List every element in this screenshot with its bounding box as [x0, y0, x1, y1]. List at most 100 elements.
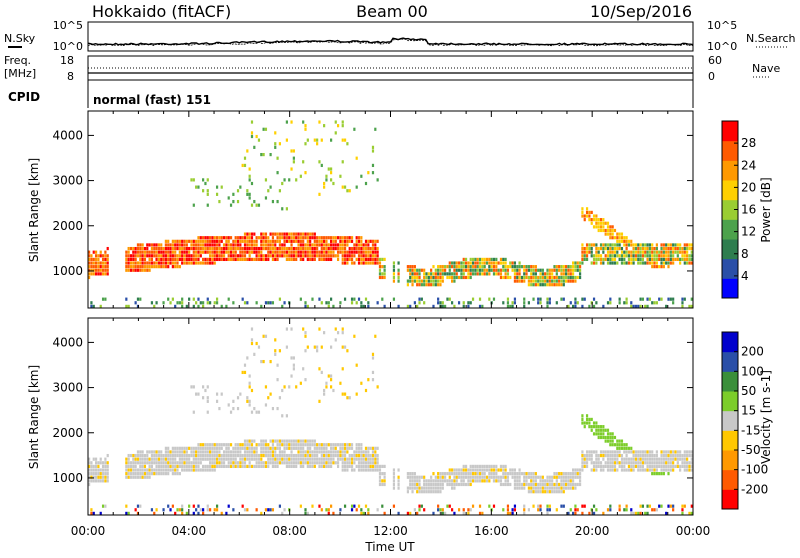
velocity-cell [204, 453, 207, 458]
power-cell [178, 265, 181, 269]
power-cell [306, 254, 309, 258]
power-cell [416, 268, 419, 272]
power-cell [323, 250, 326, 254]
power-cell [353, 261, 356, 265]
power-cell [325, 257, 328, 262]
velocity-cell [583, 425, 586, 429]
power-cell [392, 265, 396, 269]
power-cell [88, 272, 91, 276]
velocity-cell [313, 446, 316, 450]
power-cell [318, 250, 321, 254]
power-cell [360, 250, 363, 254]
velocity-cell [106, 479, 109, 483]
power-cell [599, 228, 603, 233]
colorbar-tick-label: 8 [741, 247, 749, 261]
velocity-cell [227, 450, 230, 454]
power-cell [236, 236, 240, 240]
power-cell [690, 297, 693, 301]
velocity-cell [376, 508, 379, 512]
power-cell [569, 265, 572, 269]
power-cell [146, 250, 149, 254]
power-cell [209, 236, 212, 240]
power-cell [181, 243, 184, 247]
velocity-cell [565, 475, 568, 479]
power-cell [199, 250, 202, 254]
velocity-cell [630, 457, 633, 461]
power-cell [548, 283, 551, 287]
power-cell [357, 257, 361, 262]
velocity-cell [148, 472, 151, 476]
power-cell [234, 246, 237, 251]
power-cell [222, 250, 226, 254]
power-cell [288, 254, 291, 258]
power-cell [518, 275, 521, 280]
power-cell [248, 257, 251, 262]
velocity-cell [225, 511, 228, 515]
velocity-cell [588, 453, 591, 458]
power-cell [432, 272, 435, 276]
power-cell [153, 254, 156, 258]
velocity-cell [634, 450, 638, 454]
power-cell [437, 297, 440, 301]
velocity-cell [462, 472, 465, 476]
velocity-cell [304, 450, 307, 454]
colorbar-swatch [722, 258, 738, 279]
velocity-cell [195, 392, 198, 396]
velocity-cell [292, 367, 295, 371]
power-cell [474, 272, 477, 276]
velocity-cell [690, 450, 693, 454]
velocity-cell [101, 464, 105, 469]
velocity-cell [527, 490, 530, 494]
velocity-cell [192, 457, 195, 461]
velocity-cell [590, 417, 593, 422]
velocity-cell [188, 457, 191, 461]
power-cell [688, 254, 691, 258]
power-cell [313, 257, 316, 262]
power-cell [146, 265, 149, 269]
velocity-cell [134, 468, 137, 472]
velocity-cell [227, 461, 230, 465]
velocity-cell [297, 446, 300, 450]
velocity-cell [355, 450, 358, 454]
power-cell [560, 265, 563, 269]
velocity-cell [627, 457, 631, 461]
velocity-cell [574, 504, 577, 508]
velocity-cell [690, 468, 693, 472]
power-cell [171, 297, 174, 301]
power-cell [604, 228, 607, 233]
velocity-cell [525, 479, 528, 483]
power-cell [104, 254, 107, 258]
power-cell [490, 268, 493, 272]
velocity-cell [406, 490, 409, 494]
velocity-cell [369, 453, 372, 458]
power-cell [220, 254, 223, 258]
velocity-cell [260, 359, 263, 364]
velocity-cell [432, 472, 435, 476]
velocity-cell [350, 461, 354, 465]
velocity-cell [418, 486, 421, 490]
velocity-cell [269, 446, 272, 450]
velocity-cell [516, 482, 519, 487]
colorbar-tick-label: -200 [741, 482, 768, 496]
power-cell [283, 178, 286, 182]
power-cell [683, 254, 686, 258]
power-cell [616, 239, 619, 243]
power-cell [497, 268, 500, 272]
noise-sky-series [87, 37, 694, 46]
velocity-cell [630, 508, 633, 512]
velocity-cell [553, 472, 556, 476]
velocity-cell [367, 453, 370, 458]
power-cell [129, 254, 133, 258]
power-cell [532, 275, 535, 280]
velocity-cell [174, 461, 177, 465]
velocity-cell [285, 446, 288, 450]
power-cell [548, 297, 551, 301]
velocity-cell [346, 468, 349, 472]
velocity-cell [206, 508, 209, 512]
velocity-cell [434, 475, 437, 479]
velocity-cell [141, 461, 144, 465]
power-cell [604, 254, 607, 258]
velocity-cell [369, 461, 372, 465]
velocity-cell [276, 453, 279, 458]
